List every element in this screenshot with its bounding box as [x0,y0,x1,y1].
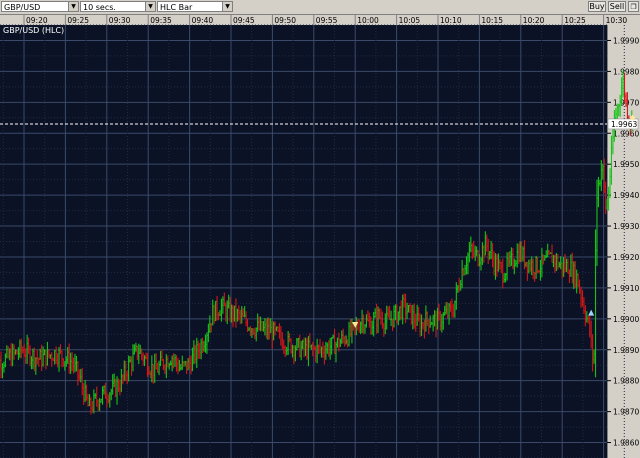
chart-canvas[interactable]: 09:20 09:25 09:30 09:35 09:40 09:45 09:50 09:55… [0,15,640,458]
price-chart[interactable]: 09:20 09:25 09:30 09:35 09:40 09:45 09:50 09:55… [0,15,640,458]
time-tick-label: 10:05 [399,16,421,25]
time-tick-label: 09:25 [67,16,89,25]
price-tick-label: 1.9950 [613,160,639,169]
time-tick-label: 09:20 [26,16,48,25]
price-tick-label: 1.9870 [613,408,639,417]
chart-label: GBP/USD (HLC) [3,26,64,35]
time-tick-label: 09:50 [274,16,296,25]
interval-dropdown[interactable]: 10 secs. ▼ [80,1,156,12]
symbol-value: GBP/USD [4,3,41,12]
buy-button[interactable]: Buy [588,1,606,12]
current-price-tag [607,118,639,130]
chart-type-value: HLC Bar [160,3,193,12]
current-price-label: 1.9963 [611,120,637,129]
chart-type-dropdown[interactable]: HLC Bar ▼ [157,1,233,12]
time-tick-label: 10:10 [440,16,462,25]
price-tick-label: 1.9990 [613,36,639,45]
price-tick-label: 1.9900 [613,315,639,324]
chart-toolbar: GBP/USD ▼ 10 secs. ▼ HLC Bar ▼ Buy Sell … [0,0,640,15]
time-tick-label: 10:25 [564,16,586,25]
price-tick-label: 1.9960 [613,129,639,138]
price-tick-label: 1.9980 [613,67,639,76]
popout-window-icon[interactable]: ❐ [628,1,639,12]
price-tick-label: 1.9920 [613,253,639,262]
chevron-down-icon[interactable]: ▼ [68,2,78,11]
chevron-down-icon[interactable]: ▼ [145,2,155,11]
buy-marker-icon[interactable] [588,309,595,316]
price-tick-label: 1.9910 [613,284,639,293]
time-tick-label: 09:40 [192,16,214,25]
price-tick-label: 1.9930 [613,222,639,231]
time-tick-label: 10:00 [357,16,379,25]
time-tick-label: 09:35 [150,16,172,25]
time-tick-label: 09:45 [233,16,255,25]
time-tick-label: 10:15 [481,16,503,25]
price-tick-label: 1.9860 [613,439,639,448]
time-tick-label: 09:55 [316,16,338,25]
symbol-dropdown[interactable]: GBP/USD ▼ [1,1,79,12]
time-tick-label: 10:30 [606,16,628,25]
time-tick-label: 09:30 [109,16,131,25]
last-trade-marker-icon[interactable] [629,114,636,121]
price-tick-label: 1.9940 [613,191,639,200]
price-tick-label: 1.9880 [613,377,639,386]
sell-marker-icon[interactable] [352,322,359,329]
time-tick-label: 10:20 [523,16,545,25]
chevron-down-icon[interactable]: ▼ [222,2,232,11]
sell-button[interactable]: Sell [608,1,626,12]
interval-value: 10 secs. [83,3,116,12]
price-tick-label: 1.9890 [613,346,639,355]
price-axis [607,25,640,458]
